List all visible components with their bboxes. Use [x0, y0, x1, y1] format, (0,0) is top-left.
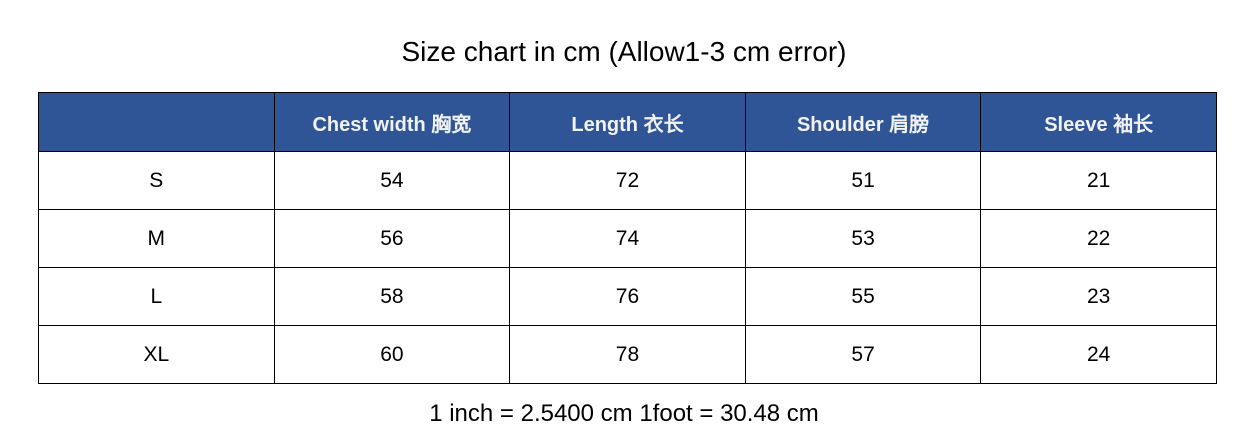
table-cell: 23	[980, 267, 1217, 326]
chart-title: Size chart in cm (Allow1-3 cm error)	[401, 36, 847, 67]
table-cell: 53	[744, 209, 982, 268]
header-cell-length: Length 衣长	[509, 92, 746, 152]
table-cell: S	[38, 151, 275, 210]
table-row: M 56 74 53 22	[38, 209, 1217, 268]
table-cell: 22	[980, 209, 1217, 268]
table-cell: 72	[509, 151, 746, 210]
header-cell-shoulder: Shoulder 肩膀	[744, 92, 982, 152]
header-row: Chest width 胸宽 Length 衣长 Shoulder 肩膀 Sle…	[38, 92, 1217, 152]
table-cell: 76	[509, 267, 746, 326]
size-table: Chest width 胸宽 Length 衣长 Shoulder 肩膀 Sle…	[38, 92, 1217, 384]
table-cell: L	[38, 267, 275, 326]
table-row: XL 60 78 57 24	[38, 325, 1217, 384]
conversion-note: 1 inch = 2.5400 cm 1foot = 30.48 cm	[429, 400, 819, 427]
table-row: S 54 72 51 21	[38, 151, 1217, 210]
table-cell: 54	[273, 151, 511, 210]
table-cell: 78	[509, 325, 746, 384]
table-row: L 58 76 55 23	[38, 267, 1217, 326]
table-cell: 55	[744, 267, 982, 326]
header-cell-sleeve: Sleeve 袖长	[980, 92, 1217, 152]
header-cell-size	[38, 92, 275, 152]
table-cell: 21	[980, 151, 1217, 210]
table-cell: 60	[273, 325, 511, 384]
table-cell: M	[38, 209, 275, 268]
table-cell: 56	[273, 209, 511, 268]
table-cell: XL	[38, 325, 275, 384]
table-cell: 51	[744, 151, 982, 210]
table-cell: 58	[273, 267, 511, 326]
table-cell: 74	[509, 209, 746, 268]
table-cell: 57	[744, 325, 982, 384]
header-cell-chest: Chest width 胸宽	[273, 92, 511, 152]
table-cell: 24	[980, 325, 1217, 384]
